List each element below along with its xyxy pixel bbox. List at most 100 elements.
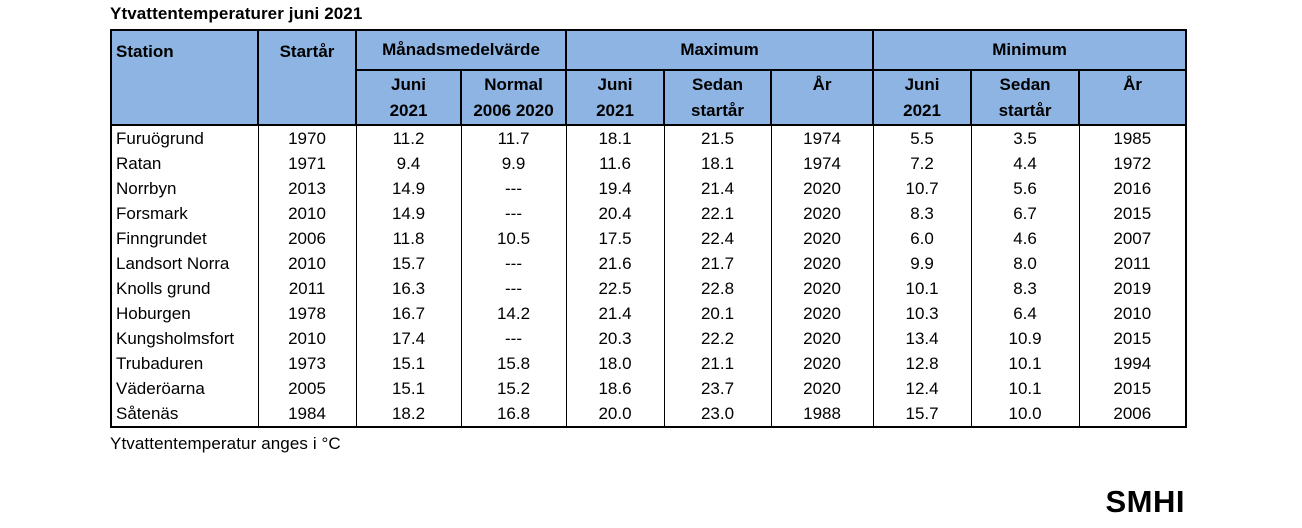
value-cell: 23.7 bbox=[663, 376, 772, 401]
value-cell: 1974 bbox=[770, 151, 874, 176]
page-title: Ytvattentemperaturer juni 2021 bbox=[110, 4, 363, 23]
table-row: Väderöarna 2005 15.1 15.2 18.6 23.7 2020 12.4 10… bbox=[110, 376, 1187, 401]
column-header-station: Station bbox=[110, 29, 259, 126]
value-cell: 4.6 bbox=[970, 226, 1080, 251]
table-row: Såtenäs 1984 18.2 16.8 20.0 23.0 1988 15.7 10.0 2… bbox=[110, 401, 1187, 427]
column-group-maximum: Maximum bbox=[565, 29, 875, 71]
value-cell: 2006 bbox=[257, 226, 357, 251]
value-cell: 2020 bbox=[770, 376, 874, 401]
table-row: Landsort Norra 2010 15.7 --- 21.6 21.7 2020 9.9… bbox=[110, 251, 1187, 276]
value-cell: 1971 bbox=[257, 151, 357, 176]
value-cell: 16.7 bbox=[355, 301, 462, 326]
station-cell: Trubaduren bbox=[110, 351, 259, 376]
value-cell: 18.2 bbox=[355, 401, 462, 427]
value-cell: 16.3 bbox=[355, 276, 462, 301]
value-cell: 2010 bbox=[1078, 301, 1187, 326]
value-cell: 7.2 bbox=[872, 151, 972, 176]
value-cell: 1985 bbox=[1078, 125, 1187, 151]
table-row: Kungsholmsfort 2010 17.4 --- 20.3 22.2 2020 13.… bbox=[110, 326, 1187, 351]
value-cell: 10.9 bbox=[970, 326, 1080, 351]
value-cell: 16.8 bbox=[460, 401, 567, 427]
value-cell: 10.7 bbox=[872, 176, 972, 201]
value-cell: 2011 bbox=[257, 276, 357, 301]
station-cell: Furuögrund bbox=[110, 125, 259, 151]
value-cell: 15.8 bbox=[460, 351, 567, 376]
table-row: Furuögrund 1970 11.2 11.7 18.1 21.5 1974 5.5 3.5… bbox=[110, 125, 1187, 151]
station-cell: Ratan bbox=[110, 151, 259, 176]
value-cell: 11.2 bbox=[355, 125, 462, 151]
value-cell: 2020 bbox=[770, 226, 874, 251]
header-sub-row: Juni 2021 Normal 2006 2020 Juni 2021 Sed… bbox=[111, 69, 1188, 126]
value-cell: 9.9 bbox=[872, 251, 972, 276]
station-cell: Väderöarna bbox=[110, 376, 259, 401]
value-cell: 2010 bbox=[257, 201, 357, 226]
column-group-minimum: Minimum bbox=[872, 29, 1188, 71]
value-cell: 12.4 bbox=[872, 376, 972, 401]
value-cell: 2011 bbox=[1078, 251, 1187, 276]
value-cell: 20.3 bbox=[565, 326, 665, 351]
value-cell: 19.4 bbox=[565, 176, 665, 201]
value-cell: 2015 bbox=[1078, 376, 1187, 401]
value-cell: --- bbox=[460, 201, 567, 226]
value-cell: 18.1 bbox=[663, 151, 772, 176]
value-cell: 15.7 bbox=[355, 251, 462, 276]
value-cell: 5.6 bbox=[970, 176, 1080, 201]
value-cell: 5.5 bbox=[872, 125, 972, 151]
value-cell: --- bbox=[460, 251, 567, 276]
value-cell: 21.4 bbox=[565, 301, 665, 326]
value-cell: 10.1 bbox=[970, 351, 1080, 376]
value-cell: 2005 bbox=[257, 376, 357, 401]
value-cell: 6.0 bbox=[872, 226, 972, 251]
value-cell: 22.1 bbox=[663, 201, 772, 226]
value-cell: 2020 bbox=[770, 201, 874, 226]
value-cell: 2015 bbox=[1078, 326, 1187, 351]
value-cell: --- bbox=[460, 276, 567, 301]
value-cell: 15.2 bbox=[460, 376, 567, 401]
column-header-min-ar: År bbox=[1078, 69, 1188, 126]
value-cell: 1988 bbox=[770, 401, 874, 427]
value-cell: 6.4 bbox=[970, 301, 1080, 326]
table-header: Station Startår Månadsmedelvärde Maximum… bbox=[110, 29, 1188, 126]
value-cell: 11.8 bbox=[355, 226, 462, 251]
column-header-mean-normal: Normal 2006 2020 bbox=[459, 69, 568, 126]
column-header-min-juni-2021: Juni 2021 bbox=[872, 69, 973, 126]
table-row: Ratan 1971 9.4 9.9 11.6 18.1 1974 7.2 4.4 1972 bbox=[110, 151, 1187, 176]
column-header-max-sedan-startar: Sedan startår bbox=[663, 69, 773, 126]
value-cell: 8.0 bbox=[970, 251, 1080, 276]
value-cell: 2010 bbox=[257, 251, 357, 276]
column-header-max-juni-2021: Juni 2021 bbox=[565, 69, 666, 126]
table-row: Forsmark 2010 14.9 --- 20.4 22.1 2020 8.3 6.7 201… bbox=[110, 201, 1187, 226]
value-cell: 1994 bbox=[1078, 351, 1187, 376]
value-cell: 1974 bbox=[770, 125, 874, 151]
table-row: Trubaduren 1973 15.1 15.8 18.0 21.1 2020 12.8 10… bbox=[110, 351, 1187, 376]
value-cell: 4.4 bbox=[970, 151, 1080, 176]
table-body: Furuögrund 1970 11.2 11.7 18.1 21.5 1974 5.5 3.5… bbox=[110, 125, 1187, 427]
column-group-manadsmedelvarde: Månadsmedelvärde bbox=[354, 29, 568, 71]
value-cell: 14.9 bbox=[355, 176, 462, 201]
value-cell: 10.3 bbox=[872, 301, 972, 326]
value-cell: 2010 bbox=[257, 326, 357, 351]
value-cell: 20.4 bbox=[565, 201, 665, 226]
value-cell: 9.9 bbox=[460, 151, 567, 176]
value-cell: 15.7 bbox=[872, 401, 972, 427]
header-group-row: Station Startår Månadsmedelvärde Maximum… bbox=[110, 29, 1188, 126]
value-cell: 2015 bbox=[1078, 201, 1187, 226]
value-cell: 2019 bbox=[1078, 276, 1187, 301]
value-cell: 1984 bbox=[257, 401, 357, 427]
value-cell: 17.5 bbox=[565, 226, 665, 251]
unit-footnote: Ytvattentemperatur anges i °C bbox=[110, 434, 341, 453]
station-cell: Forsmark bbox=[110, 201, 259, 226]
value-cell: 8.3 bbox=[970, 276, 1080, 301]
value-cell: 12.8 bbox=[872, 351, 972, 376]
station-cell: Såtenäs bbox=[110, 401, 259, 427]
value-cell: 13.4 bbox=[872, 326, 972, 351]
value-cell: 9.4 bbox=[355, 151, 462, 176]
value-cell: 1978 bbox=[257, 301, 357, 326]
value-cell: 1970 bbox=[257, 125, 357, 151]
value-cell: 2007 bbox=[1078, 226, 1187, 251]
column-header-max-ar: År bbox=[770, 69, 875, 126]
table-row: Knolls grund 2011 16.3 --- 22.5 22.8 2020 10.1 8… bbox=[110, 276, 1187, 301]
value-cell: 6.7 bbox=[970, 201, 1080, 226]
value-cell: 23.0 bbox=[663, 401, 772, 427]
value-cell: 15.1 bbox=[355, 351, 462, 376]
